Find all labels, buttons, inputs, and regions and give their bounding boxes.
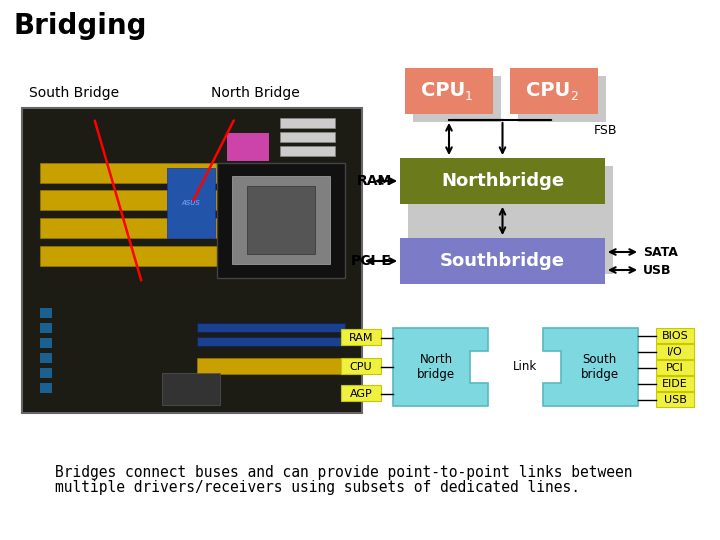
FancyBboxPatch shape [280, 146, 335, 156]
Text: USB: USB [664, 395, 686, 405]
Text: I/O: I/O [667, 347, 683, 357]
FancyBboxPatch shape [40, 368, 52, 378]
Text: Link: Link [513, 361, 536, 374]
FancyBboxPatch shape [400, 158, 605, 204]
Text: USB: USB [643, 264, 672, 276]
Text: North
bridge: North bridge [417, 353, 455, 381]
FancyBboxPatch shape [656, 376, 694, 391]
FancyBboxPatch shape [167, 168, 215, 238]
Text: ASUS: ASUS [181, 200, 200, 206]
FancyBboxPatch shape [227, 133, 269, 161]
Text: FSB: FSB [594, 124, 618, 137]
FancyBboxPatch shape [40, 323, 52, 333]
Text: CPU: CPU [421, 82, 465, 100]
Text: RAM: RAM [348, 333, 373, 343]
FancyBboxPatch shape [162, 373, 220, 405]
Text: Northbridge: Northbridge [441, 172, 564, 190]
FancyBboxPatch shape [341, 358, 381, 374]
FancyBboxPatch shape [40, 308, 52, 318]
FancyBboxPatch shape [656, 328, 694, 343]
Polygon shape [543, 328, 638, 406]
Text: multiple drivers/receivers using subsets of dedicated lines.: multiple drivers/receivers using subsets… [55, 480, 580, 495]
Text: South Bridge: South Bridge [29, 86, 119, 100]
FancyBboxPatch shape [40, 246, 225, 266]
Text: SATA: SATA [643, 246, 678, 259]
Text: RAM: RAM [356, 174, 392, 188]
FancyBboxPatch shape [400, 238, 605, 284]
Text: AGP: AGP [350, 389, 372, 399]
Text: BIOS: BIOS [662, 331, 688, 341]
FancyBboxPatch shape [656, 392, 694, 407]
FancyBboxPatch shape [280, 118, 335, 128]
Text: South
bridge: South bridge [580, 353, 618, 381]
FancyBboxPatch shape [656, 344, 694, 359]
Text: 2: 2 [570, 91, 578, 104]
Text: Southbridge: Southbridge [440, 252, 565, 270]
FancyBboxPatch shape [40, 218, 225, 238]
Text: Bridging: Bridging [14, 12, 148, 40]
FancyBboxPatch shape [40, 353, 52, 363]
FancyBboxPatch shape [40, 190, 225, 210]
FancyBboxPatch shape [518, 76, 606, 122]
FancyBboxPatch shape [656, 360, 694, 375]
FancyBboxPatch shape [408, 166, 613, 274]
Text: CPU: CPU [350, 362, 372, 372]
Text: 1: 1 [465, 91, 473, 104]
FancyBboxPatch shape [24, 110, 360, 411]
FancyBboxPatch shape [40, 338, 52, 348]
Polygon shape [393, 328, 488, 406]
FancyBboxPatch shape [413, 76, 501, 122]
FancyBboxPatch shape [40, 163, 225, 183]
Text: PCI: PCI [666, 363, 684, 373]
FancyBboxPatch shape [341, 385, 381, 401]
FancyBboxPatch shape [247, 186, 315, 254]
FancyBboxPatch shape [232, 176, 330, 264]
FancyBboxPatch shape [40, 383, 52, 393]
FancyBboxPatch shape [197, 323, 345, 332]
Text: Bridges connect buses and can provide point-to-point links between: Bridges connect buses and can provide po… [55, 465, 632, 480]
FancyBboxPatch shape [510, 68, 598, 114]
Text: CPU: CPU [526, 82, 570, 100]
FancyBboxPatch shape [197, 358, 345, 374]
FancyBboxPatch shape [405, 68, 493, 114]
Text: North Bridge: North Bridge [211, 86, 300, 100]
FancyBboxPatch shape [280, 132, 335, 142]
Text: EIDE: EIDE [662, 379, 688, 389]
FancyBboxPatch shape [22, 108, 362, 413]
Text: PCI-E: PCI-E [351, 254, 392, 268]
FancyBboxPatch shape [217, 163, 345, 278]
FancyBboxPatch shape [197, 337, 345, 346]
FancyBboxPatch shape [341, 329, 381, 345]
